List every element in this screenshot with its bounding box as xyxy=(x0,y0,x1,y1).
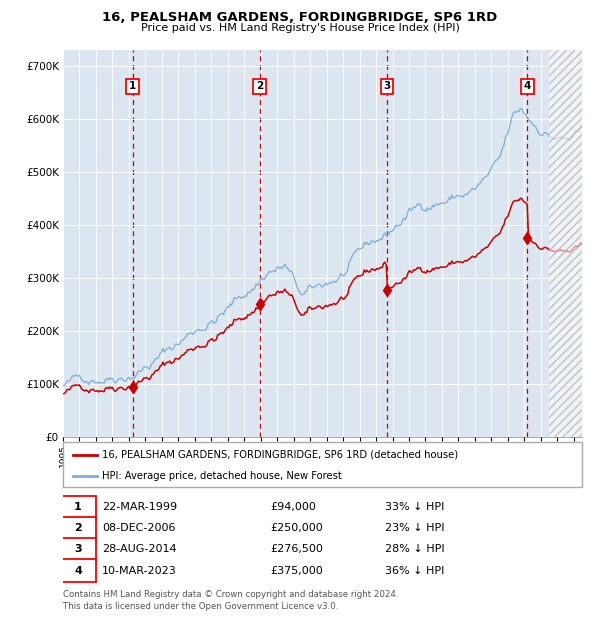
Text: 33% ↓ HPI: 33% ↓ HPI xyxy=(385,502,444,512)
Text: 22-MAR-1999: 22-MAR-1999 xyxy=(102,502,177,512)
Text: 1: 1 xyxy=(129,81,136,91)
Text: £250,000: £250,000 xyxy=(271,523,323,533)
Text: 28-AUG-2014: 28-AUG-2014 xyxy=(102,544,176,554)
Text: 16, PEALSHAM GARDENS, FORDINGBRIDGE, SP6 1RD (detached house): 16, PEALSHAM GARDENS, FORDINGBRIDGE, SP6… xyxy=(102,450,458,459)
Text: £276,500: £276,500 xyxy=(271,544,323,554)
Text: 3: 3 xyxy=(74,544,82,554)
FancyBboxPatch shape xyxy=(61,495,95,518)
Text: 4: 4 xyxy=(74,565,82,575)
Text: 10-MAR-2023: 10-MAR-2023 xyxy=(102,565,176,575)
Text: HPI: Average price, detached house, New Forest: HPI: Average price, detached house, New … xyxy=(102,471,341,480)
Text: 28% ↓ HPI: 28% ↓ HPI xyxy=(385,544,445,554)
Text: Contains HM Land Registry data © Crown copyright and database right 2024.
This d: Contains HM Land Registry data © Crown c… xyxy=(63,590,398,611)
Text: Price paid vs. HM Land Registry's House Price Index (HPI): Price paid vs. HM Land Registry's House … xyxy=(140,23,460,33)
Bar xyxy=(549,50,582,437)
Text: 16, PEALSHAM GARDENS, FORDINGBRIDGE, SP6 1RD: 16, PEALSHAM GARDENS, FORDINGBRIDGE, SP6… xyxy=(103,11,497,24)
Text: £375,000: £375,000 xyxy=(271,565,323,575)
Text: 4: 4 xyxy=(524,81,531,91)
Text: 3: 3 xyxy=(383,81,391,91)
FancyBboxPatch shape xyxy=(61,516,95,540)
Text: 2: 2 xyxy=(74,523,82,533)
Text: 1: 1 xyxy=(74,502,82,512)
FancyBboxPatch shape xyxy=(61,538,95,561)
FancyBboxPatch shape xyxy=(63,442,582,487)
Text: 36% ↓ HPI: 36% ↓ HPI xyxy=(385,565,444,575)
FancyBboxPatch shape xyxy=(61,559,95,582)
Text: 2: 2 xyxy=(256,81,263,91)
Text: 08-DEC-2006: 08-DEC-2006 xyxy=(102,523,175,533)
Text: 23% ↓ HPI: 23% ↓ HPI xyxy=(385,523,444,533)
Text: £94,000: £94,000 xyxy=(271,502,316,512)
